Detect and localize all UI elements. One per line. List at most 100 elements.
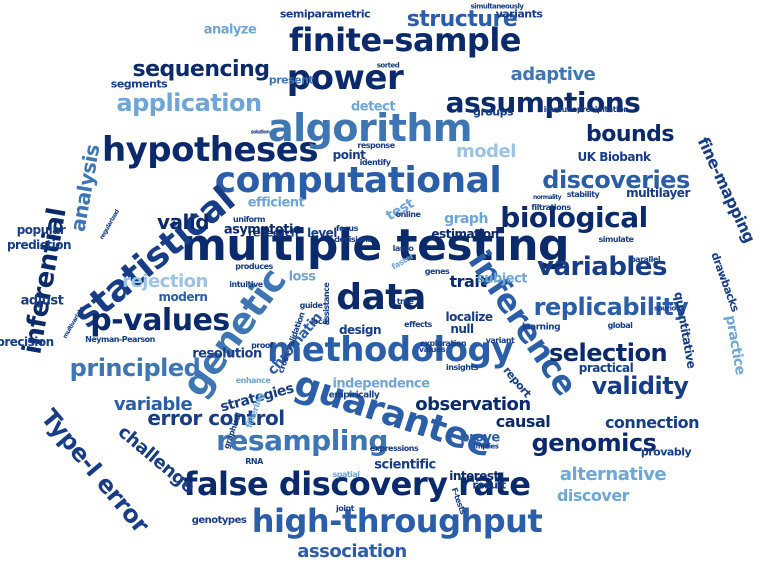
word-segments: segments [110,77,168,91]
word-subject: subject [477,271,528,287]
word-intuitive: intuitive [229,280,263,289]
word-spatial: spatial [332,470,360,479]
word-global: global [607,321,633,330]
word-insights: insights [446,363,478,372]
word-multilayer: multilayer [626,186,690,200]
word-spurious: spurious [654,304,684,313]
word-variable: variable [113,394,193,415]
word-efficient: efficient [247,195,305,211]
word-methodology: methodology [266,330,514,370]
word-regularized: regularized [98,208,121,241]
word-prediction: prediction [6,238,72,252]
word-focus: focus [336,224,358,233]
word-computational: computational [214,160,502,201]
word-validity: validity [591,372,689,400]
word-present: present [268,73,314,87]
word-discover: discover [556,486,630,505]
word-parallel: parallel [629,255,661,264]
word-variant: variant [485,336,515,345]
word-adjust: adjust [20,293,64,309]
word-semiparametric: semiparametric [279,7,371,21]
word-practical: practical [578,361,634,375]
word-simultaneously: simultaneously [470,2,524,11]
word-quantitative: quantitative [671,290,699,370]
word-lasso: lasso [392,244,414,253]
word-sequencing: sequencing [132,57,270,82]
word-proof: proof [251,341,273,350]
word-discoveries: discoveries [542,166,690,194]
word-valid: valid [156,210,210,234]
word-enhance: enhance [235,376,271,385]
word-solution: solution [250,129,270,136]
word-rejection: rejection [122,271,208,292]
word-design: design [338,323,382,337]
word-model: model [456,141,516,162]
word-type-i-error: Type-I error [35,403,155,539]
word-implies: implies [473,442,499,451]
word-variants: variants [495,7,543,21]
word-genotypes: genotypes [191,515,247,526]
word-structure: structure [406,7,518,32]
word-provably: provably [640,445,692,459]
word-hypotheses: hypotheses [101,130,319,170]
word-research: research [247,226,299,240]
word-produces: produces [235,262,273,271]
word-application: application [116,89,262,117]
word-estimation: estimation [431,227,499,241]
word-selection: selection [548,339,668,367]
word-genes: genes [424,267,450,276]
word-null: null [450,322,474,336]
word-uk-biobank: UK Biobank [577,150,651,164]
word-normality: normality [532,194,562,201]
word-causal: causal [495,412,551,431]
word-error-control: error control [147,406,285,430]
word-analyze: analyze [203,22,257,38]
word-p-values: p-values [90,303,230,338]
word-decisions: decisions [334,235,372,244]
word-groups: groups [472,105,514,119]
word-simulate: simulate [598,235,634,244]
word-independence: independence [332,376,430,392]
word-variables: variables [537,252,667,282]
word-interest: interest [449,469,499,483]
word-replicability: replicability [533,293,689,321]
word-filtrations: filtrations [531,203,571,212]
word-association: association [297,541,407,562]
word-tree: tree [396,297,414,306]
word-biological: biological [500,201,648,234]
word-values: values [418,345,446,354]
word-practice: practice [721,314,749,376]
word-drawbacks: drawbacks [708,250,742,314]
word-detect: detect [350,99,396,115]
word-resampling: resampling [216,424,388,457]
word-local: local [310,317,330,326]
word-localize: localize [445,310,493,324]
word-algorithm: algorithm [267,106,473,150]
word-principled: principled [69,354,201,382]
word-popular: popular [16,223,66,237]
word-multiple-testing: multiple testing [180,220,570,271]
word-resolution: resolution [192,346,262,362]
word-level: level [307,226,337,240]
word-genomics: genomics [531,429,657,457]
word-false-discovery-rate: false discovery rate [183,465,531,503]
word-finite-sample: finite-sample [289,21,521,59]
word-joint: joint [336,504,355,513]
word-alternative: alternative [559,464,667,485]
word-rna: RNA [245,457,263,466]
word-result: result [472,478,506,492]
word-loss: loss [288,269,316,285]
word-immunoprecipitation: immunoprecipitation [543,105,629,114]
word-data: data [336,277,426,318]
word-observation: observation [415,394,531,415]
word-connection: connection [604,413,700,432]
word-fine-mapping: fine-mapping [693,134,760,246]
word-scientific: scientific [374,457,436,473]
word-response: response [357,141,395,150]
word-analysis: analysis [65,142,105,234]
word-graph: graph [444,211,488,227]
word-identify: identify [359,158,391,167]
word-assumptions: assumptions [445,86,641,119]
word-prove: prove [460,430,500,446]
